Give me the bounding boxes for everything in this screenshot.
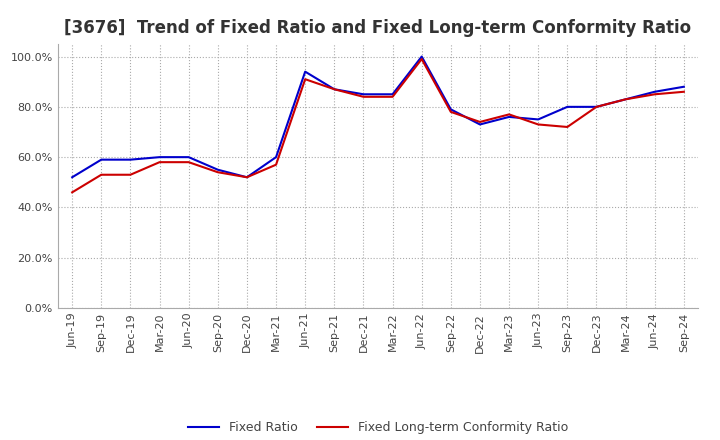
Fixed Long-term Conformity Ratio [592,104,600,110]
Fixed Long-term Conformity Ratio [388,94,397,99]
Fixed Long-term Conformity Ratio [243,175,251,180]
Fixed Ratio [271,154,280,160]
Fixed Ratio [156,154,164,160]
Fixed Long-term Conformity Ratio [680,89,688,95]
Fixed Ratio [68,175,76,180]
Fixed Ratio [592,104,600,110]
Fixed Long-term Conformity Ratio [476,119,485,125]
Fixed Ratio [97,157,106,162]
Fixed Ratio [534,117,543,122]
Line: Fixed Long-term Conformity Ratio: Fixed Long-term Conformity Ratio [72,59,684,192]
Fixed Long-term Conformity Ratio [446,109,455,114]
Fixed Long-term Conformity Ratio [301,77,310,82]
Fixed Long-term Conformity Ratio [156,160,164,165]
Fixed Long-term Conformity Ratio [418,56,426,62]
Fixed Long-term Conformity Ratio [126,172,135,177]
Fixed Long-term Conformity Ratio [534,122,543,127]
Fixed Long-term Conformity Ratio [650,92,659,97]
Fixed Ratio [446,107,455,112]
Fixed Long-term Conformity Ratio [213,169,222,175]
Fixed Ratio [388,92,397,97]
Fixed Ratio [476,122,485,127]
Title: [3676]  Trend of Fixed Ratio and Fixed Long-term Conformity Ratio: [3676] Trend of Fixed Ratio and Fixed Lo… [64,19,692,37]
Fixed Ratio [650,89,659,95]
Fixed Long-term Conformity Ratio [563,125,572,130]
Fixed Ratio [301,69,310,74]
Line: Fixed Ratio: Fixed Ratio [72,57,684,177]
Fixed Long-term Conformity Ratio [184,160,193,165]
Fixed Long-term Conformity Ratio [97,172,106,177]
Fixed Long-term Conformity Ratio [505,112,513,117]
Fixed Ratio [505,114,513,120]
Fixed Long-term Conformity Ratio [330,87,338,92]
Fixed Ratio [243,175,251,180]
Fixed Ratio [359,92,368,97]
Fixed Ratio [621,97,630,102]
Fixed Long-term Conformity Ratio [68,190,76,195]
Fixed Long-term Conformity Ratio [359,94,368,99]
Fixed Ratio [213,167,222,172]
Fixed Ratio [680,84,688,89]
Fixed Ratio [330,87,338,92]
Fixed Ratio [418,54,426,59]
Fixed Ratio [563,104,572,110]
Fixed Long-term Conformity Ratio [621,97,630,102]
Fixed Ratio [184,154,193,160]
Fixed Ratio [126,157,135,162]
Fixed Long-term Conformity Ratio [271,162,280,167]
Legend: Fixed Ratio, Fixed Long-term Conformity Ratio: Fixed Ratio, Fixed Long-term Conformity … [183,416,573,439]
